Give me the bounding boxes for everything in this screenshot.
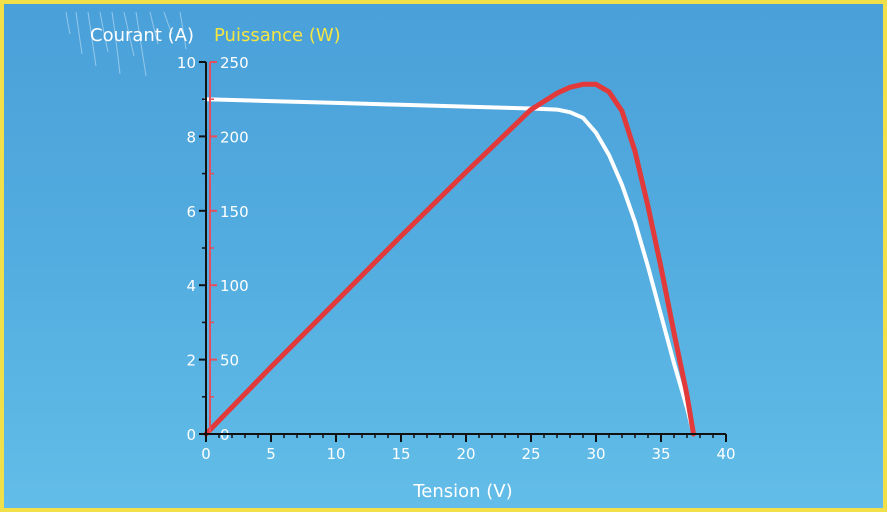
y-tick-label-2: 2: [186, 352, 196, 370]
power-point-13: [646, 204, 650, 208]
power-curve: [203, 81, 696, 437]
current-point-11: [620, 183, 624, 187]
current-point-7: [568, 110, 572, 114]
y-tick-label-4: 4: [186, 277, 196, 295]
decorative-lines: [65, 11, 187, 77]
power-point-3: [399, 234, 403, 238]
y2-tick-label-250: 250: [220, 54, 249, 72]
current-point-10: [607, 153, 611, 157]
y2-tick-label-50: 50: [220, 352, 239, 370]
current-point-2: [334, 101, 338, 105]
y-axis-label: Courant (A): [90, 25, 194, 46]
current-point-13: [646, 265, 650, 269]
power-point-4: [464, 170, 468, 174]
x-tick-label-25: 25: [521, 445, 540, 463]
current-point-15: [672, 361, 676, 365]
y2-tick-label-150: 150: [220, 203, 249, 221]
y2-axis-label: Puissance (W): [214, 25, 341, 46]
power-point-16: [685, 393, 689, 397]
series-layer: [203, 81, 696, 437]
current-point-9: [594, 131, 598, 135]
x-tick-label-40: 40: [716, 445, 735, 463]
power-point-14: [659, 265, 663, 269]
current-point-4: [464, 105, 468, 109]
current-point-6: [555, 108, 559, 112]
current-point-12: [633, 220, 637, 224]
x-tick-label-20: 20: [456, 445, 475, 463]
power-point-12: [633, 149, 637, 153]
current-curve: [204, 97, 696, 436]
power-point-11: [620, 109, 624, 113]
y-tick-label-0: 0: [186, 426, 196, 444]
x-tick-label-10: 10: [326, 445, 345, 463]
x-tick-label-5: 5: [266, 445, 276, 463]
current-point-3: [399, 103, 403, 107]
x-tick-label-15: 15: [391, 445, 410, 463]
power-point-8: [581, 82, 585, 86]
power-point-7: [568, 85, 572, 89]
y-tick-label-8: 8: [186, 128, 196, 146]
current-point-8: [581, 116, 585, 120]
x-tick-label-30: 30: [586, 445, 605, 463]
y2-tick-label-200: 200: [220, 128, 249, 146]
x-axis-label: Tension (V): [412, 481, 512, 502]
power-point-5: [529, 108, 533, 112]
power-point-2: [334, 299, 338, 304]
y-tick-label-10: 10: [177, 54, 196, 72]
axes-layer: 02468100501001502002500510152025303540: [177, 54, 736, 463]
current-point-1: [269, 99, 273, 103]
y-tick-label-6: 6: [186, 203, 196, 221]
power-point-15: [672, 331, 676, 335]
power-point-1: [269, 365, 273, 369]
y2-tick-label-100: 100: [220, 277, 249, 295]
current-point-14: [659, 313, 663, 317]
power-point-6: [555, 91, 559, 95]
x-tick-label-35: 35: [651, 445, 670, 463]
x-tick-label-0: 0: [201, 445, 211, 463]
power-point-9: [594, 82, 598, 86]
power-point-10: [607, 90, 611, 94]
chart: 02468100501001502002500510152025303540 C…: [90, 25, 736, 502]
